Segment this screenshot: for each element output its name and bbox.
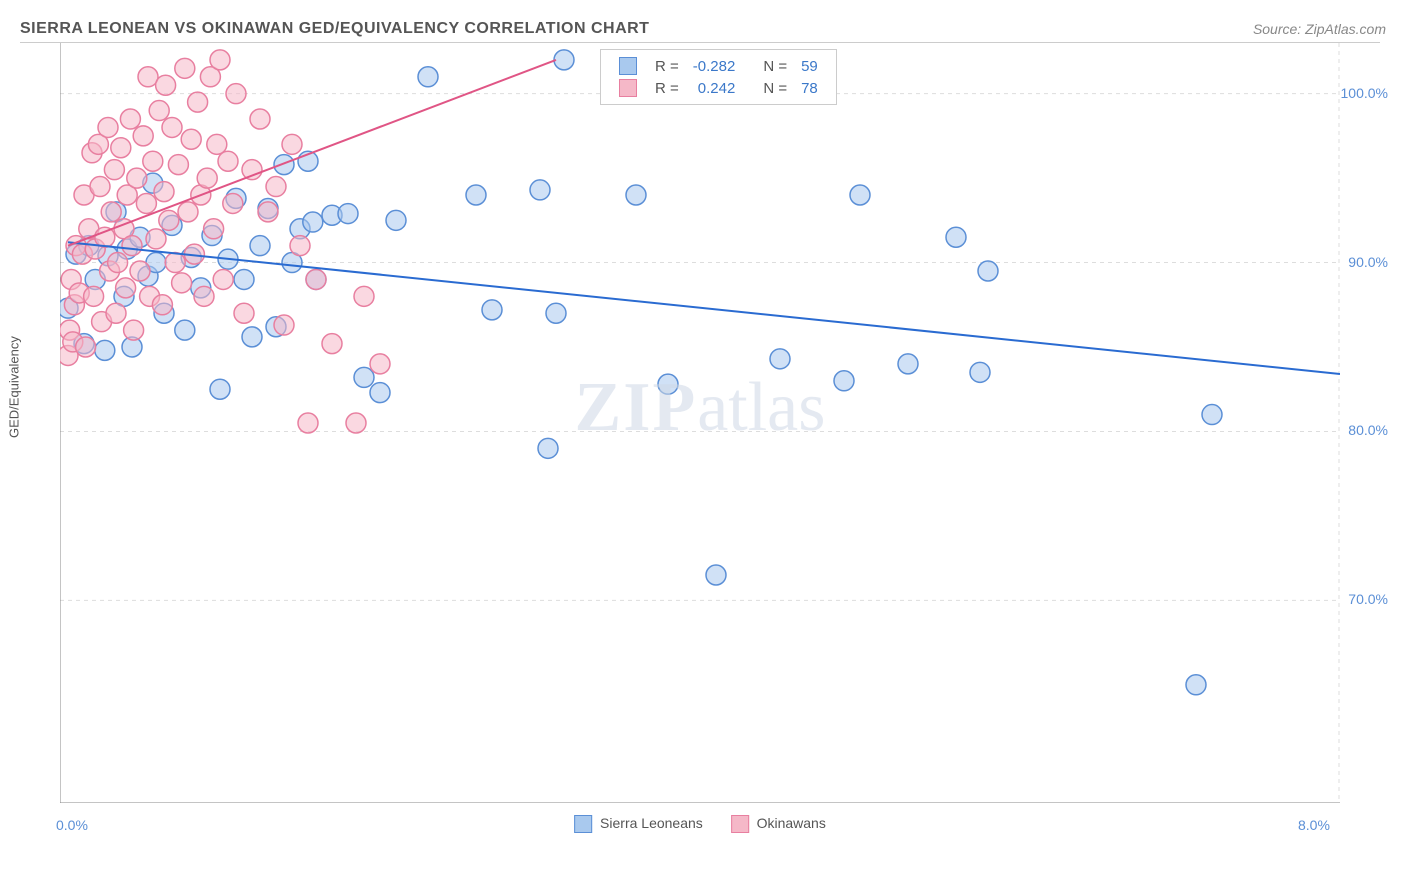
x-tick-label: 8.0% — [1298, 817, 1330, 833]
stats-legend: R =-0.282N =59R =0.242N =78 — [600, 49, 837, 105]
legend-swatch-icon — [731, 815, 749, 833]
chart-title: SIERRA LEONEAN VS OKINAWAN GED/EQUIVALEN… — [20, 20, 649, 38]
x-tick-label: 0.0% — [56, 817, 88, 833]
source-label: Source: ZipAtlas.com — [1253, 21, 1386, 37]
plot-area: ZIPatlas R =-0.282N =59R =0.242N =78 Sie… — [60, 43, 1340, 803]
y-axis-label: GED/Equivalency — [7, 336, 22, 438]
y-tick-label: 100.0% — [1341, 85, 1388, 101]
legend-swatch-icon — [574, 815, 592, 833]
chart-header: SIERRA LEONEAN VS OKINAWAN GED/EQUIVALEN… — [20, 20, 1386, 38]
stats-row: R =0.242N =78 — [613, 78, 824, 98]
chart-container: GED/Equivalency ZIPatlas R =-0.282N =59R… — [20, 42, 1380, 832]
y-tick-label: 90.0% — [1348, 254, 1388, 270]
y-tick-label: 70.0% — [1348, 591, 1388, 607]
series-legend: Sierra Leoneans Okinawans — [562, 815, 838, 833]
legend-item-okinawa: Okinawans — [731, 815, 826, 831]
scatter-svg — [60, 43, 1340, 803]
legend-item-sierra: Sierra Leoneans — [574, 815, 707, 831]
y-tick-label: 80.0% — [1348, 422, 1388, 438]
stats-row: R =-0.282N =59 — [613, 56, 824, 76]
